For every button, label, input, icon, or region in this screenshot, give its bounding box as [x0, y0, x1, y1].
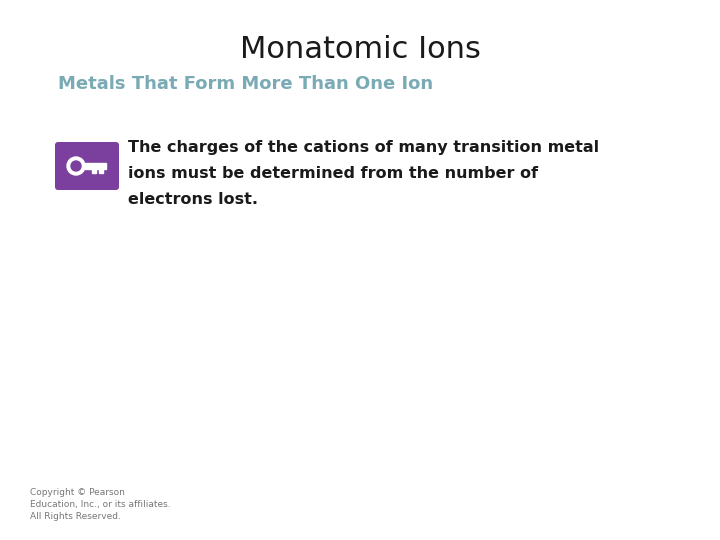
FancyBboxPatch shape	[55, 142, 119, 190]
Text: Metals That Form More Than One Ion: Metals That Form More Than One Ion	[58, 75, 433, 93]
Text: The charges of the cations of many transition metal: The charges of the cations of many trans…	[128, 140, 599, 155]
Text: Monatomic Ions: Monatomic Ions	[240, 35, 480, 64]
Bar	[84, 163, 106, 169]
Text: Copyright © Pearson
Education, Inc., or its affiliates.
All Rights Reserved.: Copyright © Pearson Education, Inc., or …	[30, 488, 171, 521]
Text: ions must be determined from the number of: ions must be determined from the number …	[128, 166, 538, 181]
Circle shape	[67, 157, 85, 175]
Circle shape	[71, 161, 81, 171]
Text: electrons lost.: electrons lost.	[128, 192, 258, 207]
Bar	[92, 169, 96, 173]
Bar	[99, 169, 103, 173]
